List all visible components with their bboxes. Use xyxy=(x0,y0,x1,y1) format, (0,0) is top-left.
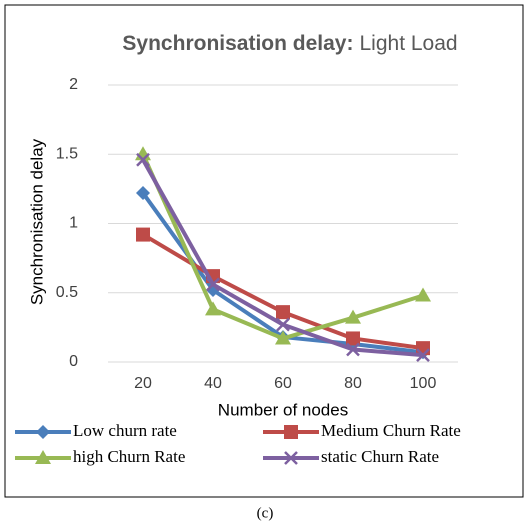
legend-marker xyxy=(36,425,50,439)
data-point xyxy=(346,331,360,346)
data-point xyxy=(275,330,291,345)
legend-marker xyxy=(284,425,298,439)
legend-label: high Churn Rate xyxy=(73,447,185,466)
legend-marker xyxy=(284,451,298,465)
x-axis-label: Number of nodes xyxy=(218,400,348,419)
data-point xyxy=(415,287,431,302)
y-axis-label: Synchronisation delay xyxy=(27,138,46,305)
y-tick-label: 1 xyxy=(69,215,78,232)
y-tick-label: 0.5 xyxy=(56,284,78,301)
y-tick-label: 2 xyxy=(69,76,78,93)
x-tick-label: 20 xyxy=(134,375,152,392)
chart-title: Synchronisation delay: Light Load xyxy=(122,32,457,55)
x-tick-label: 100 xyxy=(410,375,437,392)
legend-marker xyxy=(35,450,51,464)
data-point xyxy=(276,317,290,332)
legend-label: Medium Churn Rate xyxy=(321,421,461,440)
data-point xyxy=(205,301,221,316)
legend-label: Low churn rate xyxy=(73,421,177,440)
x-tick-label: 60 xyxy=(274,375,292,392)
data-point xyxy=(206,277,220,292)
x-tick-label: 80 xyxy=(344,375,362,392)
data-point xyxy=(345,309,361,324)
data-point xyxy=(136,227,150,242)
title-rest: Light Load xyxy=(359,32,457,55)
data-point xyxy=(136,186,150,201)
data-point xyxy=(136,152,150,167)
data-point xyxy=(346,342,360,357)
title-bold: Synchronisation delay: xyxy=(122,32,353,55)
x-tick-label: 40 xyxy=(204,375,222,392)
y-tick-label: 1.5 xyxy=(56,145,78,162)
chart-border xyxy=(4,4,524,498)
data-point xyxy=(276,305,290,320)
y-tick-label: 0 xyxy=(69,353,78,370)
caption: (c) xyxy=(257,505,274,521)
legend-label: static Churn Rate xyxy=(321,447,439,466)
data-point xyxy=(416,348,430,362)
